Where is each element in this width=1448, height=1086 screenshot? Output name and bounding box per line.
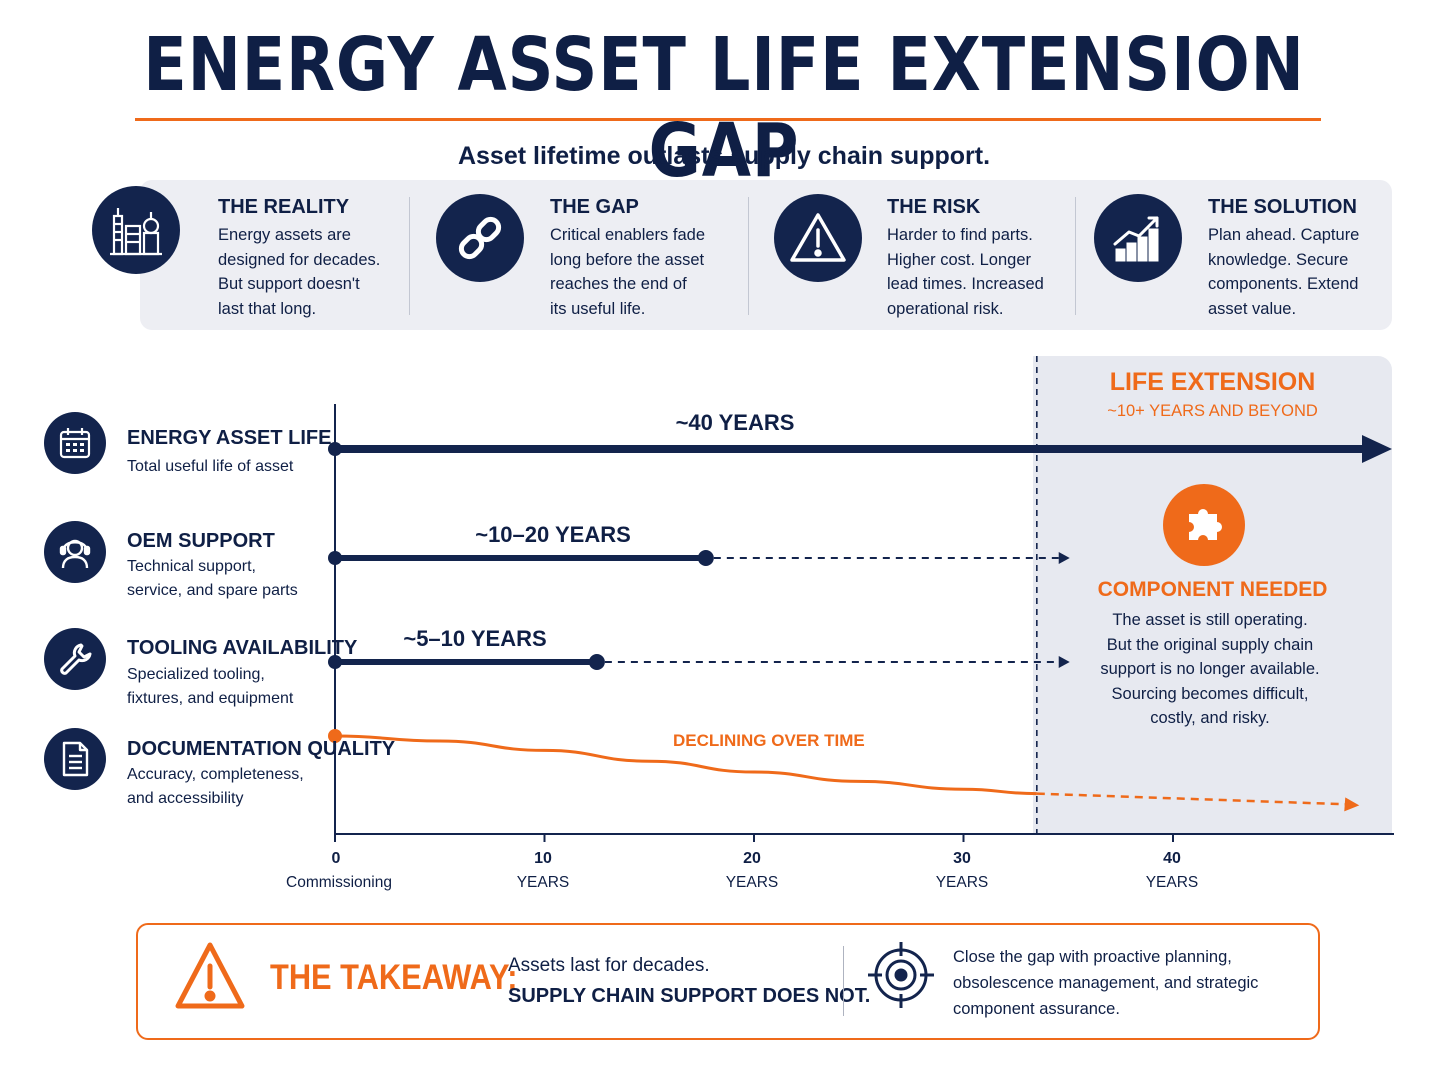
row-heading: DOCUMENTATION QUALITY <box>127 738 396 760</box>
decline-curve <box>334 734 1037 796</box>
takeaway-line-2: SUPPLY CHAIN SUPPORT DOES NOT. <box>508 985 871 1007</box>
card-body: Harder to find parts. Higher cost. Longer… <box>887 226 1044 318</box>
x-tick-sublabel: YEARS <box>935 874 989 891</box>
component-needed-title: COMPONENT NEEDED <box>1097 578 1328 601</box>
title-divider <box>135 118 1321 121</box>
x-tick-sublabel: Commissioning <box>286 874 392 891</box>
headset-user-icon <box>44 521 106 583</box>
card-divider <box>1075 197 1076 315</box>
takeaway-divider <box>843 946 844 1016</box>
extension-title: LIFE EXTENSION <box>1109 368 1316 396</box>
life-extension-panel <box>1033 356 1392 834</box>
bar-dashed-arrowhead <box>1058 552 1070 564</box>
x-tick-label: 20 <box>743 850 761 867</box>
x-tick-sublabel: YEARS <box>1145 874 1199 891</box>
info-strip <box>140 180 1392 330</box>
row-description: Accuracy, completeness, and accessibility <box>127 766 304 807</box>
card-heading: THE REALITY <box>218 196 350 218</box>
takeaway-line-1: Assets last for decades. <box>508 955 710 976</box>
broken-link-icon <box>436 194 524 282</box>
bar-arrowhead <box>1362 435 1392 463</box>
row-description: Technical support, service, and spare par… <box>127 558 298 599</box>
decline-label: DECLINING OVER TIME <box>673 731 865 750</box>
warning-icon <box>174 940 246 1017</box>
card-heading: THE RISK <box>887 196 981 218</box>
growth-chart-icon <box>1094 194 1182 282</box>
bar-end-dot <box>588 654 605 670</box>
row-description: Specialized tooling, fixtures, and equipm… <box>127 666 294 707</box>
bar-label-asset-life: ~40 YEARS <box>675 410 795 435</box>
x-tick-label: 0 <box>331 850 341 867</box>
x-tick-label: 40 <box>1163 850 1181 867</box>
refinery-icon <box>92 186 180 274</box>
takeaway-description: Close the gap with proactive planning, o… <box>953 948 1259 1018</box>
row-heading: TOOLING AVAILABILITY <box>127 637 358 659</box>
wrench-icon <box>44 628 106 690</box>
x-tick-label: 10 <box>534 850 552 867</box>
component-needed-body: The asset is still operating. But the or… <box>1100 611 1320 727</box>
card-heading: THE GAP <box>550 196 639 218</box>
decline-start-dot <box>328 729 342 743</box>
bar-start-dot <box>328 442 342 456</box>
calendar-icon <box>44 412 106 474</box>
decline-arrowhead <box>1344 797 1360 812</box>
warning-icon <box>774 194 862 282</box>
page-title: ENERGY ASSET LIFE EXTENSION GAP <box>143 22 1305 194</box>
decline-dashed-continuation <box>1036 792 1350 806</box>
row-heading: ENERGY ASSET LIFE <box>127 427 332 449</box>
x-tick-sublabel: YEARS <box>516 874 570 891</box>
bar-end-dot <box>697 550 714 566</box>
takeaway-box <box>136 923 1320 1040</box>
bar-label-oem-support: ~10–20 YEARS <box>475 522 631 547</box>
card-divider <box>409 197 410 315</box>
bar-dashed-arrowhead <box>1058 656 1070 668</box>
row-heading: OEM SUPPORT <box>127 530 275 552</box>
card-body: Energy assets are designed for decades. Bu… <box>218 226 381 318</box>
takeaway-title: THE TAKEAWAY: <box>270 958 518 997</box>
target-icon <box>866 940 936 1015</box>
card-body: Plan ahead. Capture knowledge. Secure comp… <box>1208 226 1360 318</box>
bar-label-tooling: ~5–10 YEARS <box>403 626 547 651</box>
x-tick-label: 30 <box>953 850 971 867</box>
document-icon <box>44 728 106 790</box>
card-body: Critical enablers fade long before the as… <box>550 226 705 318</box>
x-tick-sublabel: YEARS <box>725 874 779 891</box>
row-description: Total useful life of asset <box>127 458 294 475</box>
extension-subtitle: ~10+ YEARS AND BEYOND <box>1107 402 1318 420</box>
page-subtitle: Asset lifetime outlasts supply chain sup… <box>457 142 991 170</box>
puzzle-icon <box>1163 484 1245 566</box>
bar-start-dot <box>328 655 342 669</box>
bar-start-dot <box>328 551 342 565</box>
card-heading: THE SOLUTION <box>1208 196 1357 218</box>
card-divider <box>748 197 749 315</box>
